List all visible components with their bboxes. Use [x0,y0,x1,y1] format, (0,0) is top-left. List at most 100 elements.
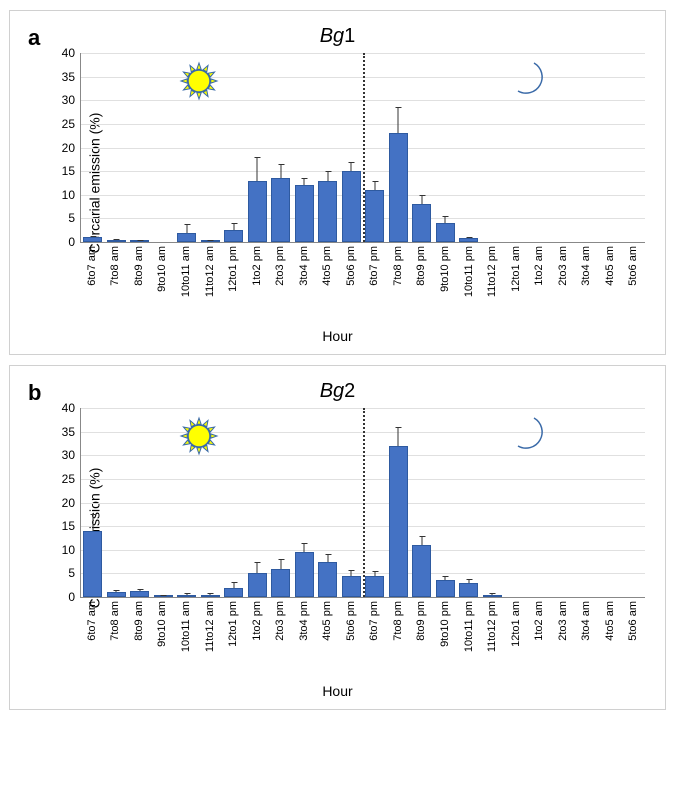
bar-slot [269,53,293,242]
bar [389,446,408,597]
error-bar [327,554,328,561]
chart-panel-a: aBg1Cercarial emission (%)05101520253035… [9,10,666,355]
x-tick-label: 1to2 pm [251,601,263,641]
bar-slot [457,53,481,242]
sun-icon [177,414,221,463]
plot-area: 0510152025303540 [80,408,645,598]
bar [201,595,220,597]
bar [342,576,361,597]
bar [365,576,384,597]
x-tick-label: 1to2 am [533,601,545,641]
bar-slot [246,408,270,597]
x-tick-label: 12to1 am [510,246,522,292]
day-night-divider [363,53,365,242]
bar [295,185,314,242]
x-tick-label: 12to1 pm [227,601,239,647]
x-tick-label: 10to11 pm [463,601,475,652]
x-tick-label: 10to11 pm [463,246,475,297]
x-axis-label: Hour [10,683,665,699]
x-tick-label: 7to8 am [109,601,121,641]
x-tick-label: 5to6 pm [345,601,357,641]
x-tick-label: 9to10 pm [439,601,451,647]
chart-panel-b: bBg2Cercarial emission (%)05101520253035… [9,365,666,710]
error-bar [280,559,281,568]
x-tick-label: 6to7 pm [368,601,380,641]
x-tick-label: 12to1 pm [227,246,239,292]
y-tick-label: 5 [68,566,81,580]
error-bar [468,237,469,238]
x-tick-label: 9to10 am [156,601,168,647]
error-bar [92,236,93,237]
error-bar [280,164,281,178]
error-bar [257,562,258,574]
x-tick-label: 2to3 pm [274,601,286,641]
bar-slot [387,408,411,597]
y-tick-label: 20 [62,141,81,155]
bar [271,569,290,597]
y-tick-label: 15 [62,164,81,178]
x-tick-label: 9to10 pm [439,246,451,292]
bar [483,595,502,597]
bar-slot [410,53,434,242]
bar-slot [246,53,270,242]
x-tick-label: 2to3 pm [274,246,286,286]
x-tick-label: 9to10 am [156,246,168,292]
x-tick-label: 7to8 pm [392,601,404,641]
bar-slot [434,408,458,597]
error-bar [398,427,399,446]
x-tick-label: 4to5 am [604,246,616,286]
x-axis-label: Hour [10,328,665,344]
bar-slot [481,408,505,597]
bar [107,592,126,597]
bar-slot [575,408,599,597]
x-tick-label: 3to4 am [580,601,592,641]
y-tick-label: 35 [62,425,81,439]
error-bar [304,543,305,552]
bar [83,531,102,597]
x-tick-label: 2to3 am [557,601,569,641]
bar-slot [222,408,246,597]
error-bar [468,579,469,583]
bar-slot [293,408,317,597]
x-tick-labels: 6to7 am7to8 am8to9 am9to10 am10to11 am11… [80,601,645,679]
x-tick-label: 3to4 pm [298,246,310,286]
error-bar [257,157,258,181]
bar-slot [316,53,340,242]
bar-slot [316,408,340,597]
x-tick-label: 4to5 am [604,601,616,641]
x-tick-label: 8to9 am [133,246,145,286]
x-tick-label: 7to8 pm [392,246,404,286]
y-tick-label: 30 [62,448,81,462]
bar [436,580,455,597]
bar [224,588,243,597]
x-tick-label: 7to8 am [109,246,121,286]
bar-slot [387,53,411,242]
bar [365,190,384,242]
x-tick-label: 11to12 am [204,246,216,297]
bar-slot [457,408,481,597]
x-tick-label: 10to11 am [180,601,192,652]
moon-icon [508,59,548,104]
error-bar [445,216,446,223]
x-tick-label: 2to3 am [557,246,569,286]
bar [224,230,243,242]
x-tick-label: 3to4 pm [298,601,310,641]
chart-title: Bg1 [10,11,665,48]
x-tick-label: 11to12 pm [486,246,498,297]
x-tick-label: 10to11 am [180,246,192,297]
bar-slot [293,53,317,242]
x-tick-label: 6to7 pm [368,246,380,286]
error-bar [421,195,422,204]
error-bar [327,171,328,180]
chart-title: Bg2 [10,366,665,403]
error-bar [374,181,375,190]
plot-area: 0510152025303540 [80,53,645,243]
error-bar [351,570,352,576]
y-tick-label: 30 [62,93,81,107]
x-tick-label: 8to9 pm [415,601,427,641]
x-tick-label: 6to7 am [86,246,98,286]
error-bar [351,162,352,171]
y-tick-label: 15 [62,519,81,533]
bar [83,237,102,242]
x-tick-label: 5to6 am [627,246,639,286]
